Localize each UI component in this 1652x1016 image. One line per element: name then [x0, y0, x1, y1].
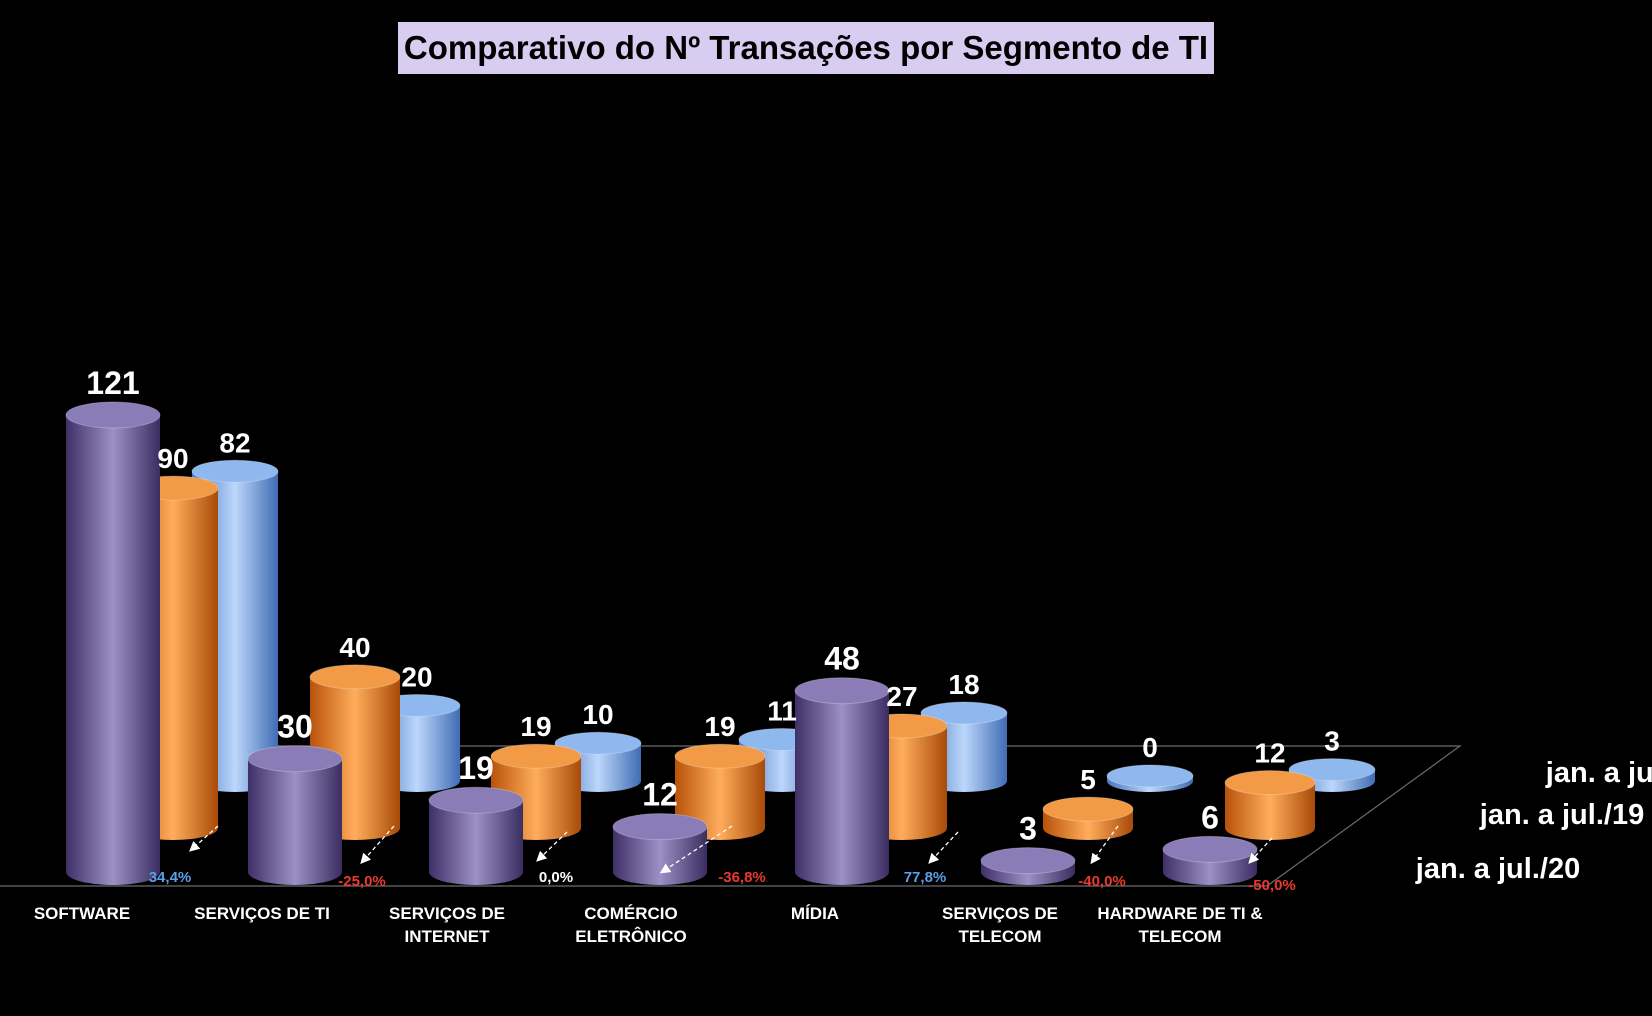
bar-value-label: 30: [277, 709, 313, 745]
bar-top: [1106, 764, 1194, 788]
bar-top: [191, 459, 279, 483]
bar-top: [490, 743, 582, 769]
bar-2-5: [1106, 764, 1194, 792]
bar-0-5: [980, 847, 1076, 885]
bar-top: [1224, 770, 1316, 796]
variation-label: -36,8%: [718, 869, 766, 886]
bar-value-label: 6: [1201, 799, 1219, 835]
variation-arrow: [189, 825, 219, 852]
bar-top: [309, 664, 401, 690]
bar-top: [794, 677, 890, 705]
bar-top: [554, 731, 642, 755]
bar-top: [247, 745, 343, 773]
bar-0-1: [247, 745, 343, 885]
bar-0-0: [65, 401, 161, 885]
variation-arrow: [1248, 837, 1273, 864]
variation-arrow: [928, 831, 959, 864]
category-label: MÍDIA: [791, 904, 839, 923]
category-label: SERVIÇOS DE TELECOM: [942, 904, 1058, 946]
series-label: jan. a jul./19: [1479, 799, 1644, 831]
bar-top: [1162, 835, 1258, 863]
bar-value-label: 10: [582, 699, 613, 730]
bar-value-label: 19: [704, 711, 735, 742]
series-label: jan. a jul./18: [1545, 757, 1652, 789]
bar-top: [920, 701, 1008, 725]
bar-top: [1288, 758, 1376, 782]
bar-top: [980, 847, 1076, 875]
bar-value-label: 3: [1019, 811, 1037, 847]
bar-value-label: 48: [824, 641, 860, 677]
bar-top: [1042, 796, 1134, 822]
bar-body: [248, 758, 342, 885]
bar-0-2: [428, 786, 524, 885]
bar-1-6: [1224, 770, 1316, 840]
bar-body: [795, 690, 889, 885]
category-label: SOFTWARE: [34, 904, 130, 923]
bar-0-6: [1162, 835, 1258, 885]
bar-top: [428, 786, 524, 814]
category-label: SERVIÇOS DE TI: [194, 904, 330, 923]
bar-value-label: 11: [767, 695, 797, 726]
variation-arrow: [360, 825, 395, 864]
bar-value-label: 0: [1142, 732, 1158, 763]
bar-top: [674, 743, 766, 769]
bar-1-5: [1042, 796, 1134, 840]
variation-arrow: [1090, 825, 1119, 865]
bar-value-label: 3: [1324, 726, 1340, 757]
bar-body: [1225, 782, 1315, 840]
category-label: HARDWARE DE TI & TELECOM: [1097, 904, 1262, 946]
category-label: COMÉRCIO ELETRÔNICO: [575, 904, 686, 946]
bar-value-label: 121: [86, 365, 139, 401]
chart-title: Comparativo do Nº Transações por Segment…: [403, 29, 1209, 66]
chart-title-box: Comparativo do Nº Transações por Segment…: [398, 22, 1214, 74]
bar-top: [612, 813, 708, 841]
bar-value-label: 27: [886, 681, 917, 712]
bar-body: [66, 415, 160, 885]
category-label: SERVIÇOS DE INTERNET: [389, 904, 505, 946]
bar-value-label: 18: [948, 669, 979, 700]
bar-value-label: 12: [1254, 738, 1285, 769]
variation-label: -50,0%: [1248, 877, 1296, 894]
bar-value-label: 90: [157, 443, 188, 474]
bar-value-label: 5: [1080, 764, 1096, 795]
bar-value-label: 82: [219, 427, 250, 458]
bar-value-label: 19: [458, 750, 494, 786]
bar-body: [429, 800, 523, 885]
variation-label: -25,0%: [338, 873, 386, 890]
bar-value-label: 20: [401, 661, 432, 692]
variation-label: -40,0%: [1078, 873, 1126, 890]
bar-value-label: 12: [642, 777, 678, 813]
bar-value-label: 40: [339, 632, 370, 663]
variation-label: 0,0%: [539, 869, 573, 886]
bar-0-4: [794, 677, 890, 885]
bar-0-3: [612, 813, 708, 885]
bar-top: [65, 401, 161, 429]
series-label: jan. a jul./20: [1415, 853, 1580, 885]
bar-body: [613, 826, 707, 885]
variation-label: 77,8%: [904, 869, 947, 886]
bar-value-label: 19: [520, 711, 551, 742]
variation-label: 34,4%: [149, 869, 192, 886]
